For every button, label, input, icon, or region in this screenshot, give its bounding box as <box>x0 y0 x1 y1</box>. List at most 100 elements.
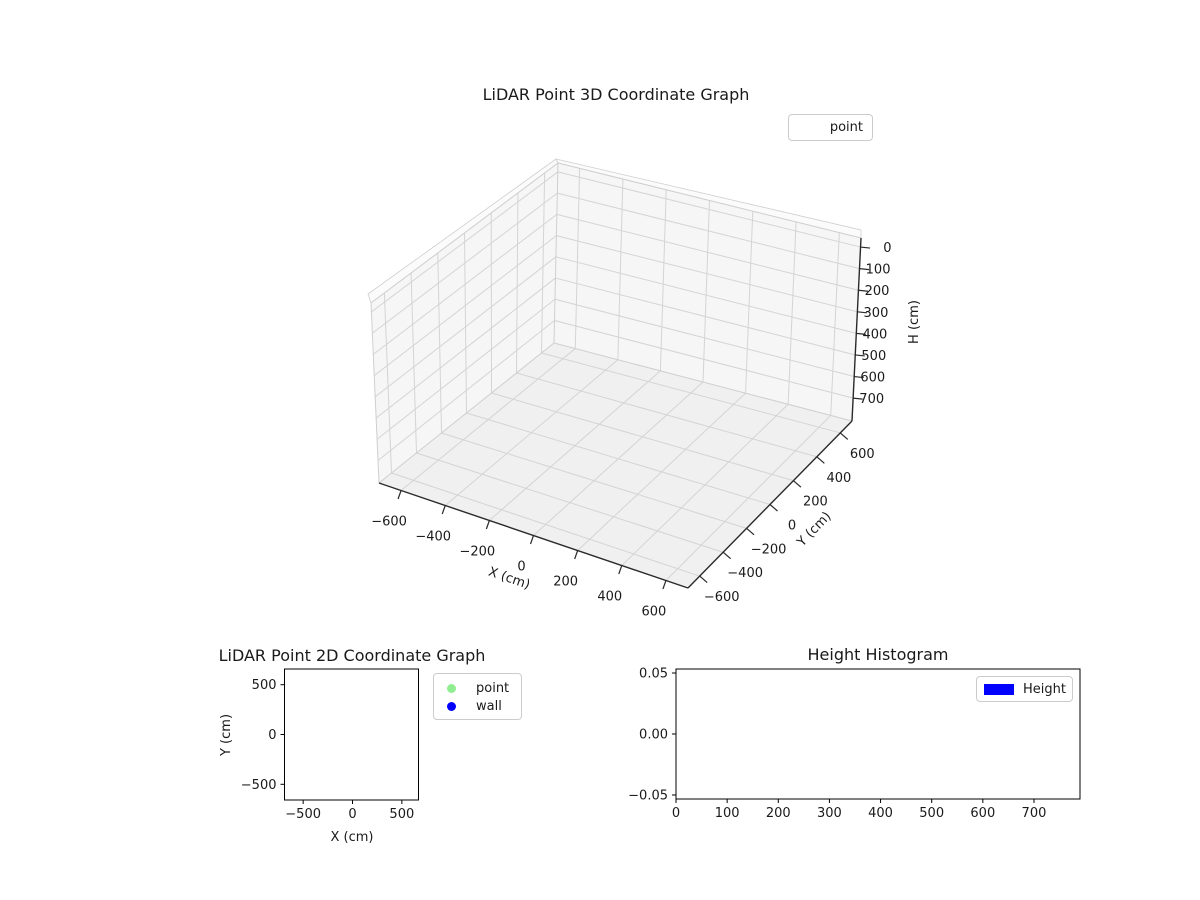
tick-3d <box>485 520 490 530</box>
x2d-tick-label: 500 <box>389 807 414 822</box>
gridline-3d <box>416 452 724 553</box>
height-swatch-icon <box>984 683 1014 695</box>
tick-3d <box>859 268 870 271</box>
z3d-tick-label: 300 <box>864 306 889 321</box>
gridline-3d <box>372 192 558 334</box>
axes2d-ylabel: Y (cm) <box>219 714 234 757</box>
gridline-3d <box>373 235 557 376</box>
z3d-tick-label: 400 <box>862 327 887 342</box>
gridline-3d <box>377 320 555 461</box>
tick-3d <box>855 354 865 357</box>
x2d-tick-label: 0 <box>348 807 356 822</box>
y2d-tick-label: 0 <box>268 728 276 743</box>
gridline-3d <box>371 171 559 313</box>
pane-edge <box>378 342 555 484</box>
gridline-3d <box>372 213 558 355</box>
legend-label-point-3d: point <box>829 120 863 135</box>
legend-label-wall: wall <box>476 698 502 714</box>
xhist-tick-label: 0 <box>672 806 680 821</box>
axes2d-xlabel: X (cm) <box>331 830 374 845</box>
pane-wall-right <box>554 163 861 421</box>
tick-3d <box>746 527 755 536</box>
gridline-3d <box>375 277 556 419</box>
pane-wall-left <box>371 163 558 483</box>
tick-3d <box>856 332 866 335</box>
pane-edge <box>370 162 559 304</box>
tick-3d <box>618 565 623 575</box>
axes3d-ylabel: Y (cm) <box>794 509 835 550</box>
x2d-tick-label: −500 <box>285 807 321 822</box>
gridline-3d <box>441 432 747 529</box>
axes2d-legend: point wall <box>433 673 522 720</box>
yhist-tick-label: 0.00 <box>639 728 668 743</box>
x3d-tick-label: −200 <box>459 545 495 560</box>
z3d-tick-label: 600 <box>860 371 885 386</box>
y3d-tick-label: 0 <box>788 519 796 534</box>
y3d-tick-label: −200 <box>751 542 787 557</box>
z3d-tick-label: 500 <box>861 349 886 364</box>
gridline-3d <box>557 171 861 248</box>
yhist-tick-label: −0.05 <box>628 789 668 804</box>
gridline-3d <box>516 372 817 458</box>
y2d-tick-label: 500 <box>252 678 277 693</box>
gridline-3d <box>556 213 859 291</box>
legend-row-wall: wall <box>434 697 521 715</box>
gridline-3d <box>391 472 700 577</box>
axes2d-spines <box>284 668 419 801</box>
axes2d-title: LiDAR Point 2D Coordinate Graph <box>219 646 486 665</box>
tick-3d <box>662 580 667 590</box>
tick-3d <box>397 490 402 500</box>
pane-edge <box>553 342 853 422</box>
x3d-tick-label: 200 <box>553 575 578 590</box>
y2d-tick-label: −500 <box>241 778 277 793</box>
xhist-tick-label: 400 <box>868 806 893 821</box>
xhist-tick-label: 500 <box>919 806 944 821</box>
gridline-3d <box>491 392 794 482</box>
pane-edge <box>553 162 559 344</box>
xhist-tick-label: 100 <box>715 806 740 821</box>
pane-edge <box>557 162 862 239</box>
gridline-3d <box>554 320 854 399</box>
xhist-tick-label: 300 <box>817 806 842 821</box>
tick-3d <box>854 375 864 379</box>
x3d-tick-label: 400 <box>597 590 622 605</box>
yhist-tick-label: 0.05 <box>639 667 668 682</box>
tick-3d <box>853 397 863 400</box>
tick-3d <box>858 289 868 292</box>
axes3d-graphics: −600−400−2000200400600−600−400−200020040… <box>367 158 892 620</box>
y3d-tick-label: 200 <box>803 495 828 510</box>
tick-3d <box>722 551 732 560</box>
point-marker-icon <box>447 683 456 693</box>
y3d-tick-label: −400 <box>727 566 763 581</box>
hist-graphics: 0 100 200 300 400 500 600 700 0.05 0.00 −0.05 <box>628 667 1081 821</box>
z3d-tick-label: 200 <box>865 284 890 299</box>
tick-3d <box>769 504 778 512</box>
axes3d-zlabel: H (cm) <box>907 300 922 344</box>
tick-3d <box>860 246 871 249</box>
axes2d-graphics: −500 0 500 500 0 −500 <box>241 668 419 822</box>
hist-legend: Height <box>976 676 1073 702</box>
pane-edge <box>370 302 380 484</box>
gridline-3d <box>376 298 556 440</box>
hist-title: Height Histogram <box>808 645 949 664</box>
tick-3d <box>839 432 849 440</box>
gridline-3d <box>466 412 771 505</box>
tick-3d <box>816 456 825 464</box>
z3d-tick-label: 0 <box>883 241 891 256</box>
xhist-tick-label: 600 <box>970 806 995 821</box>
tick-3d <box>857 311 867 314</box>
gridline-3d <box>555 277 856 356</box>
gridline-3d <box>555 256 857 334</box>
tick-3d <box>574 550 579 560</box>
tick-3d <box>793 480 802 488</box>
gridline-3d <box>556 235 858 313</box>
gridline-3d <box>541 352 841 434</box>
x3d-tick-label: 600 <box>642 605 667 620</box>
axes3d-legend: point <box>788 114 873 141</box>
gridline-3d <box>557 192 860 270</box>
y3d-tick-label: 400 <box>826 471 851 486</box>
tick-3d <box>441 505 446 515</box>
axis3d-z <box>851 237 862 422</box>
